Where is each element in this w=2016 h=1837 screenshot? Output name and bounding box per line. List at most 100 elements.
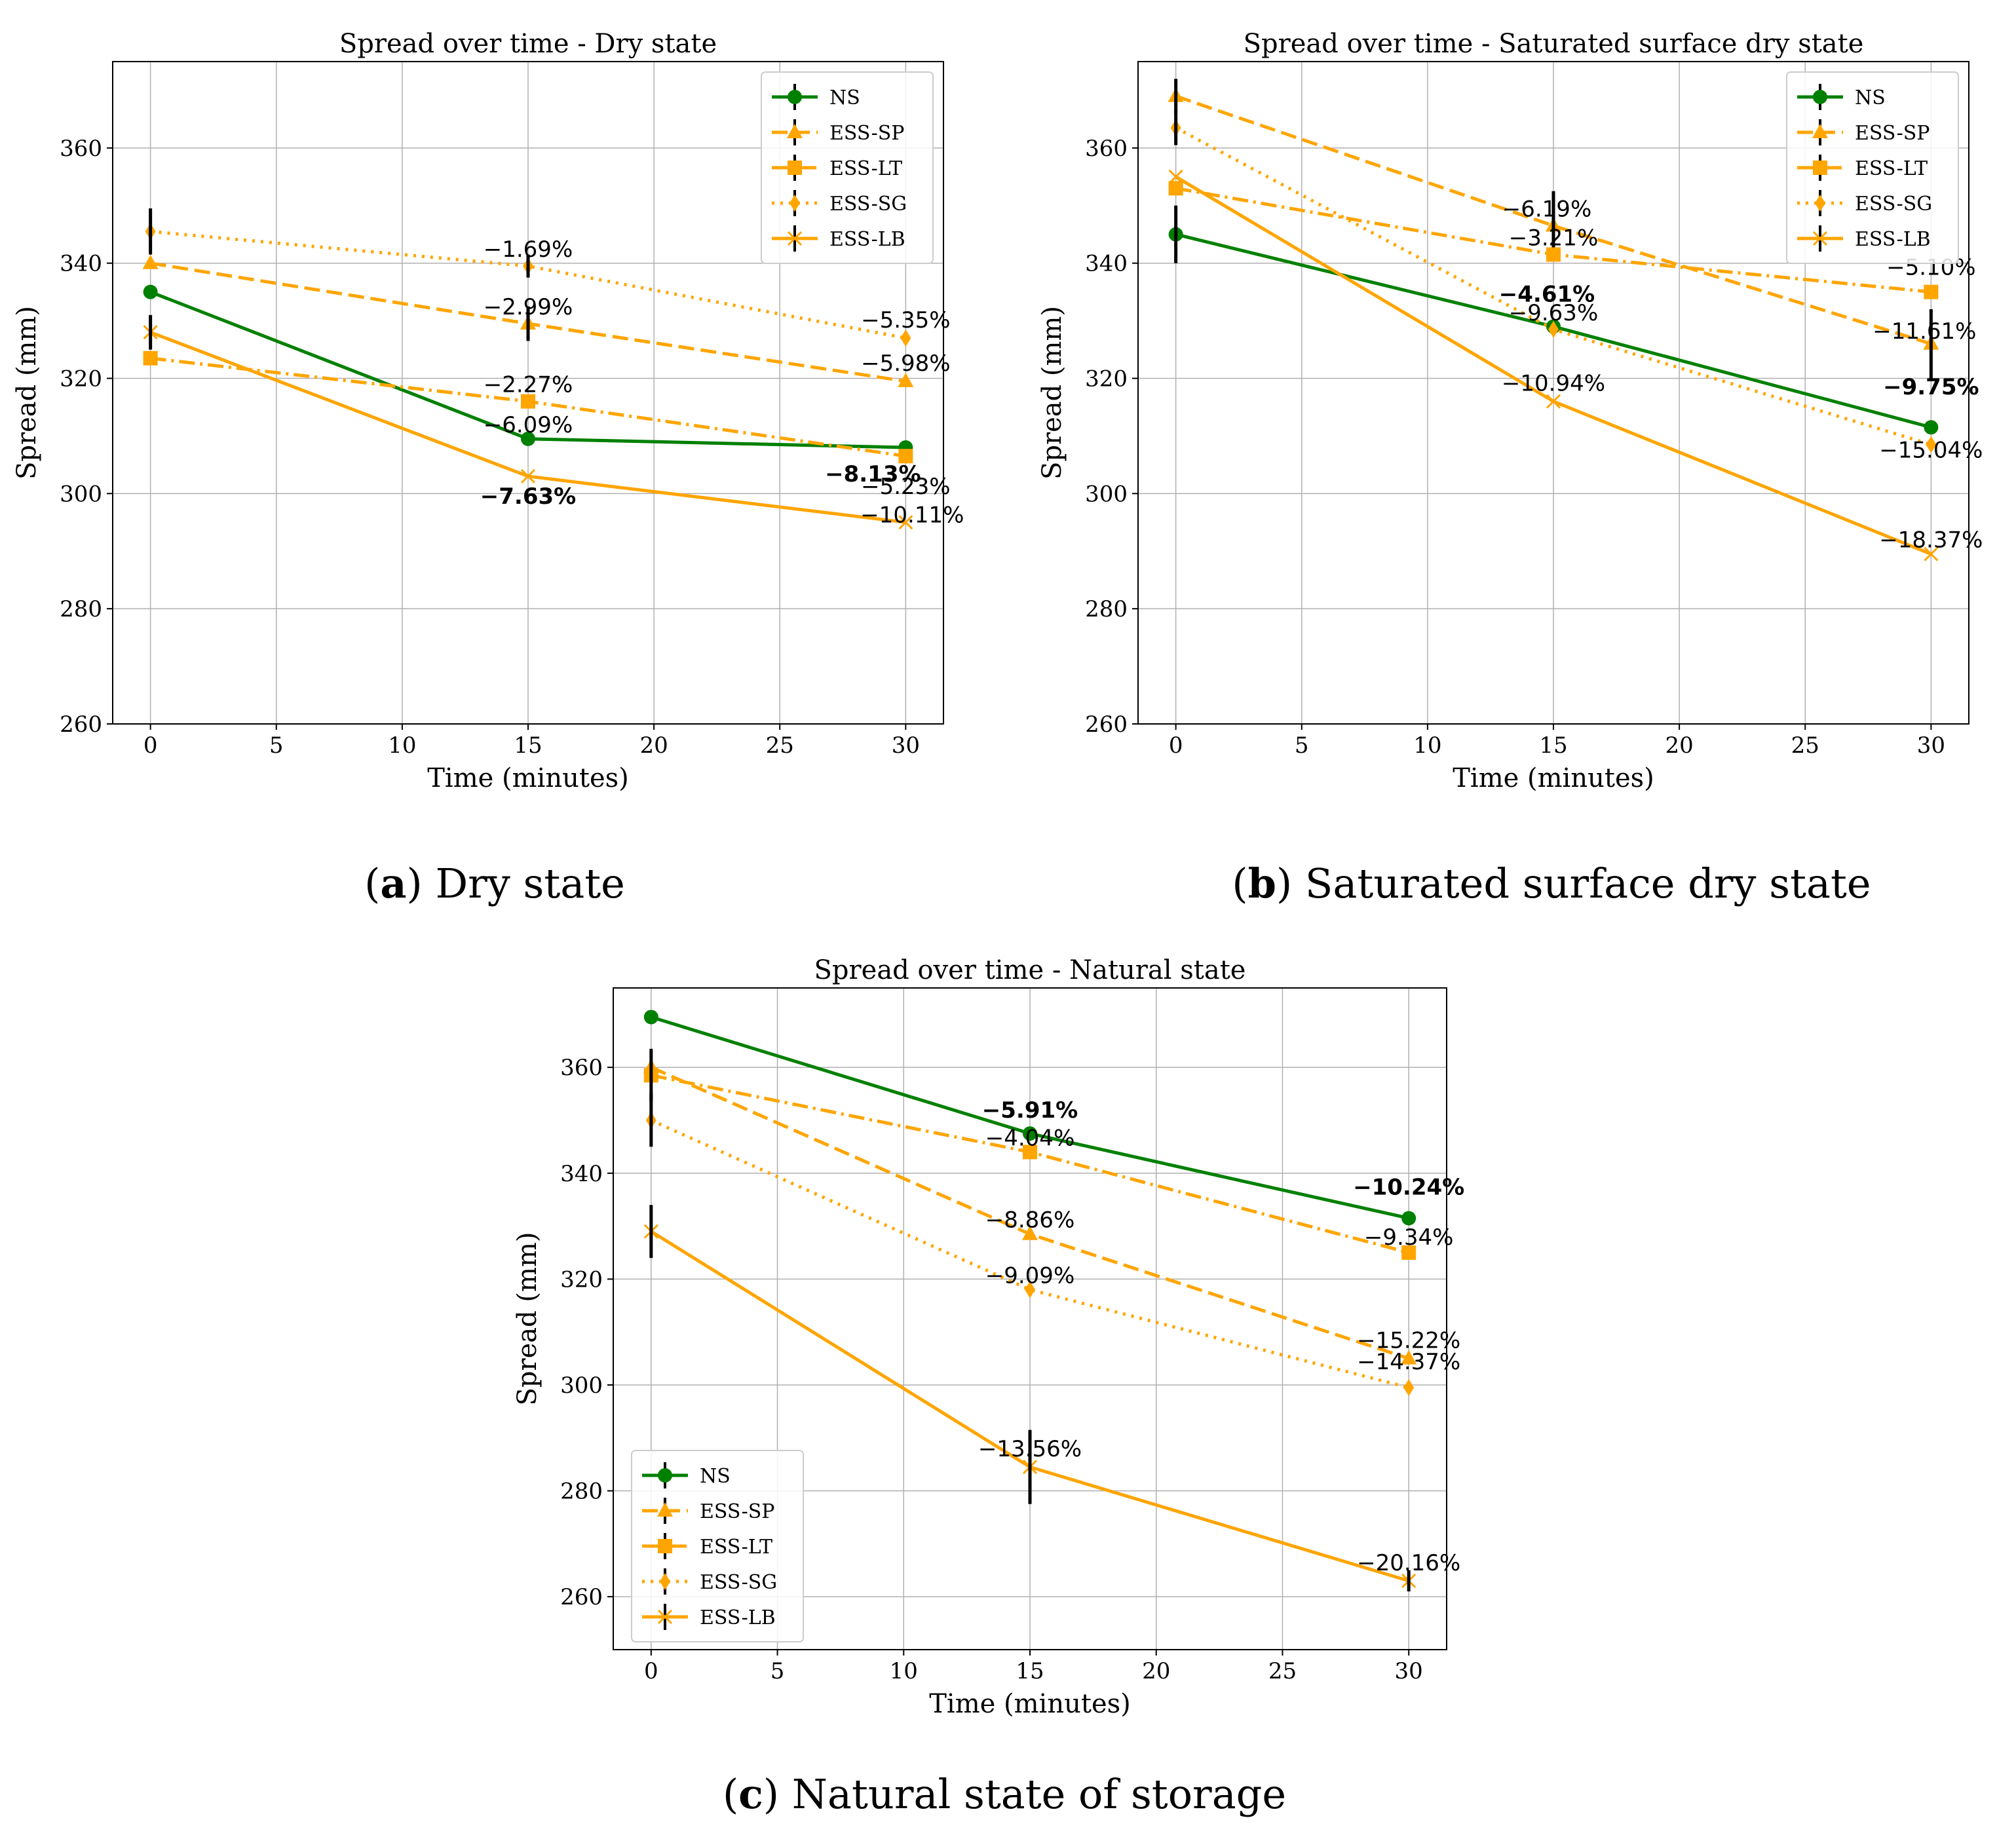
data-label: −8.86% bbox=[985, 1207, 1075, 1234]
caption-open-paren: ( bbox=[1232, 860, 1247, 907]
panel-caption: (c) Natural state of storage bbox=[723, 1770, 1286, 1818]
legend-item-ess-sg: ESS-SG bbox=[642, 1568, 777, 1595]
y-tick-label: 360 bbox=[560, 1055, 603, 1081]
caption-text: ) Dry state bbox=[407, 860, 625, 907]
legend-marker bbox=[1812, 124, 1828, 138]
data-point-ns bbox=[643, 1010, 658, 1025]
data-point-ns bbox=[521, 431, 535, 446]
axes-frame bbox=[613, 987, 1447, 1650]
y-tick-label: 360 bbox=[60, 136, 102, 162]
legend-marker bbox=[788, 90, 802, 104]
legend-label: ESS-SP bbox=[1855, 122, 1930, 145]
data-label: −1.69% bbox=[484, 237, 573, 263]
legend-marker bbox=[1813, 90, 1827, 104]
legend-marker bbox=[1815, 195, 1825, 212]
series-ess-lb: −10.94% −18.37% bbox=[1168, 169, 1983, 561]
legend: NS ESS-SP ESS-LT ESS-SG ESS-LB bbox=[631, 1450, 804, 1642]
data-point-ess-lt bbox=[1546, 247, 1561, 262]
legend-box bbox=[1786, 71, 1959, 264]
legend-marker bbox=[657, 1609, 673, 1625]
data-point-ess-sp bbox=[142, 254, 159, 269]
series-ess-sg: −9.63% −15.04% bbox=[1170, 110, 1983, 464]
data-point-ess-lb bbox=[1924, 546, 1939, 561]
y-tick-label: 280 bbox=[60, 596, 102, 622]
series-ess-sp: −2.99% −5.98% bbox=[142, 254, 951, 387]
legend-label: ESS-SP bbox=[700, 1500, 774, 1523]
data-label: −20.16% bbox=[1357, 1550, 1460, 1576]
data-point-ess-sp bbox=[898, 372, 914, 387]
legend-label: ESS-LB bbox=[1855, 228, 1931, 251]
x-tick-label: 25 bbox=[1268, 1658, 1297, 1684]
legend-item-ns: NS bbox=[642, 1462, 731, 1488]
data-point-ns bbox=[1023, 1126, 1037, 1141]
legend-item-ess-lb: ESS-LB bbox=[1797, 225, 1931, 252]
x-tick-label: 0 bbox=[143, 732, 158, 759]
y-tick-label: 300 bbox=[60, 481, 102, 507]
data-label: −11.61% bbox=[1873, 318, 1976, 345]
data-label: −5.91% bbox=[982, 1097, 1078, 1124]
legend-label: ESS-LB bbox=[700, 1606, 776, 1629]
y-tick-label: 340 bbox=[1085, 251, 1128, 277]
x-tick-label: 15 bbox=[514, 732, 542, 759]
series-ess-sg: −9.09% −14.37% bbox=[645, 1093, 1460, 1397]
y-axis-label: Spread (mm) bbox=[1037, 306, 1067, 480]
data-label: −5.35% bbox=[861, 307, 951, 333]
x-tick-label: 20 bbox=[1665, 732, 1693, 759]
data-point-ess-lt bbox=[1401, 1245, 1417, 1260]
series-line-ess-sg bbox=[650, 1118, 1409, 1390]
legend-label: NS bbox=[700, 1465, 731, 1488]
series-ess-lb: −13.56% −20.16% bbox=[643, 1205, 1460, 1592]
y-tick-label: 340 bbox=[60, 251, 102, 277]
caption-open-paren: ( bbox=[364, 860, 380, 907]
x-tick-label: 10 bbox=[388, 732, 416, 759]
data-point-ess-lb bbox=[1168, 169, 1183, 184]
data-point-ess-lb bbox=[898, 515, 913, 530]
x-tick-label: 30 bbox=[1395, 1658, 1423, 1684]
data-point-ess-lb bbox=[1546, 394, 1561, 409]
series-ns: −6.09% −8.13% bbox=[143, 284, 921, 487]
data-point-ns bbox=[143, 284, 158, 299]
data-point-ns bbox=[1924, 420, 1939, 435]
x-tick-label: 10 bbox=[1413, 732, 1441, 759]
legend-box bbox=[631, 1450, 804, 1642]
chart-title: Spread over time - Natural state bbox=[814, 955, 1246, 985]
x-tick-label: 25 bbox=[1791, 732, 1819, 759]
y-tick-label: 320 bbox=[1085, 366, 1128, 392]
x-tick-label: 10 bbox=[890, 1658, 918, 1684]
legend-label: NS bbox=[1855, 86, 1886, 109]
y-tick-label: 280 bbox=[1085, 596, 1128, 622]
legend-label: NS bbox=[829, 86, 860, 109]
legend-label: ESS-SG bbox=[1855, 193, 1932, 216]
data-label: −13.56% bbox=[978, 1436, 1082, 1462]
caption-open-paren: ( bbox=[723, 1770, 738, 1818]
legend-label: ESS-SG bbox=[829, 193, 907, 216]
caption-letter: a bbox=[380, 860, 406, 907]
x-tick-label: 30 bbox=[892, 732, 920, 759]
legend-item-ns: NS bbox=[1797, 84, 1886, 110]
data-label: −9.34% bbox=[1364, 1224, 1454, 1251]
legend-item-ess-sp: ESS-SP bbox=[1797, 119, 1930, 145]
y-tick-label: 320 bbox=[560, 1266, 603, 1293]
y-tick-label: 300 bbox=[1085, 481, 1128, 507]
chart-title: Spread over time - Saturated surface dry… bbox=[1244, 29, 1864, 59]
x-axis-label: Time (minutes) bbox=[427, 763, 629, 793]
series-ess-sp: −6.19% −11.61% bbox=[1168, 79, 1976, 379]
data-label: −10.94% bbox=[1502, 371, 1605, 397]
legend-marker bbox=[1812, 231, 1828, 246]
legend-marker bbox=[658, 1468, 672, 1483]
panel-a: 0 5 10 15 20 25 30 260 280 300 320 340 360 −6.09% −8.1… bbox=[12, 29, 964, 907]
legend-marker bbox=[789, 195, 800, 212]
legend-marker bbox=[788, 161, 802, 175]
panel-c: 0 5 10 15 20 25 30 260 280 300 320 340 360 −5.91% −10.… bbox=[512, 955, 1464, 1818]
y-tick-label: 260 bbox=[60, 711, 102, 738]
data-point-ess-lt bbox=[521, 394, 535, 409]
data-point-ess-lt bbox=[1924, 284, 1939, 299]
data-point-ess-lb bbox=[520, 468, 536, 484]
y-tick-label: 260 bbox=[1085, 711, 1128, 738]
x-tick-label: 0 bbox=[1169, 732, 1183, 759]
data-label: −15.22% bbox=[1357, 1328, 1460, 1354]
caption-text: ) Natural state of storage bbox=[763, 1770, 1286, 1818]
data-label: −3.21% bbox=[1509, 225, 1599, 252]
legend-label: ESS-LB bbox=[829, 228, 905, 251]
x-tick-label: 5 bbox=[1295, 732, 1309, 759]
